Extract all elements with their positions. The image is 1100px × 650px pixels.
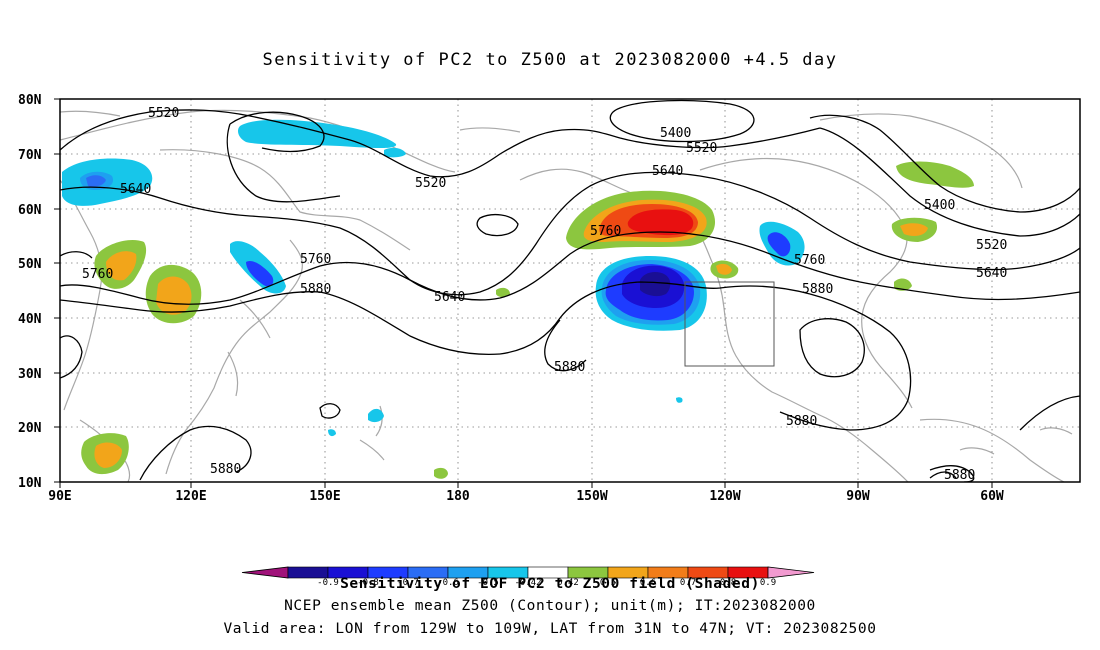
contour-label: 5640 (976, 266, 1007, 281)
negative-anomaly-kamchatka (238, 119, 397, 148)
caption-line-2: Valid area: LON from 129W to 109W, LAT f… (223, 621, 877, 637)
positive-anomaly-hudson-bay (896, 161, 974, 188)
contour-label: 5640 (652, 164, 683, 179)
contour-label: 5520 (976, 238, 1007, 253)
chart-title: Sensitivity of PC2 to Z500 at 2023082000… (262, 50, 838, 70)
colorbar-tick-label: -0.42 (514, 578, 541, 588)
lon-label: 90W (846, 489, 870, 504)
contour-label: 5640 (120, 182, 151, 197)
colorbar-right-end (767, 566, 815, 579)
lon-label: 120E (175, 489, 206, 504)
contour-label: 5880 (554, 360, 585, 375)
lon-label: 150E (309, 489, 340, 504)
colorbar-tick-label: 0.8 (720, 578, 736, 588)
lon-label: 90E (48, 489, 71, 504)
valid-area-box (684, 281, 775, 367)
colorbar-tick-label: -0.7 (397, 578, 419, 588)
contour-label: 5880 (802, 282, 833, 297)
lat-label: 50N (18, 257, 42, 272)
lon-label: 180 (446, 489, 470, 504)
lon-label: 120W (709, 489, 740, 504)
lat-label: 10N (18, 476, 42, 491)
contour-5520 (60, 109, 821, 178)
sensitivity-shading (62, 119, 974, 479)
contour-label: 5880 (944, 468, 975, 483)
colorbar-tick-label: -0.5 (477, 578, 499, 588)
colorbar-title: Sensitivity of EOF PC2 to Z500 field (Sh… (340, 576, 760, 592)
lat-label: 40N (18, 312, 42, 327)
contour-5640 (60, 171, 1080, 296)
contour-label: 5760 (590, 224, 621, 239)
grid (60, 99, 1080, 482)
colorbar-tick-label: -0.9 (317, 578, 339, 588)
contour-label: 5400 (660, 126, 691, 141)
contour-5400 (609, 99, 755, 143)
contour-label: 5520 (415, 176, 446, 191)
tick-marks (54, 98, 993, 488)
lon-label: 60W (980, 489, 1004, 504)
lat-label: 20N (18, 421, 42, 436)
lat-label: 80N (18, 93, 42, 108)
lon-label: 150W (576, 489, 607, 504)
plot-frame (59, 98, 1081, 483)
contour-label: 5640 (434, 290, 465, 305)
colorbar-tick-label: 0.7 (680, 578, 696, 588)
coastlines (60, 109, 1073, 482)
contour-label: 5880 (786, 414, 817, 429)
colorbar-tick-label: 0.9 (760, 578, 776, 588)
contour-label: 5880 (210, 462, 241, 477)
z500-contours (60, 99, 1080, 482)
colorbar-tick-label: 0.5 (600, 578, 616, 588)
contour-label: 5400 (924, 198, 955, 213)
contour-label: 5760 (300, 252, 331, 267)
contour-label: 5880 (300, 282, 331, 297)
contour-labels: 5520 5520 5520 5520 5400 5400 5640 5640 … (82, 106, 1007, 483)
caption-line-1: NCEP ensemble mean Z500 (Contour); unit(… (284, 598, 816, 614)
colorbar: -0.9 -0.8 -0.7 -0.6 -0.5 -0.42 0.42 0.5 0.6 0.7 0.… (241, 566, 815, 588)
contour-5880 (60, 291, 501, 356)
lat-label: 30N (18, 367, 42, 382)
colorbar-tick-label: -0.6 (437, 578, 459, 588)
contour-label: 5760 (794, 253, 825, 268)
contour-5760 (60, 231, 1080, 305)
contour-label: 5520 (148, 106, 179, 121)
colorbar-tick-label: 0.42 (557, 578, 579, 588)
lon-axis-labels: 90E 120E 150E 180 150W 120W 90W 60W (48, 489, 1004, 504)
colorbar-tick-label: 0.6 (640, 578, 656, 588)
contour-label: 5520 (686, 141, 717, 156)
lat-label: 60N (18, 203, 42, 218)
lat-axis-labels: 80N 70N 60N 50N 40N 30N 20N 10N (18, 93, 42, 491)
lat-label: 70N (18, 148, 42, 163)
contour-label: 5760 (82, 267, 113, 282)
colorbar-tick-label: -0.8 (357, 578, 379, 588)
